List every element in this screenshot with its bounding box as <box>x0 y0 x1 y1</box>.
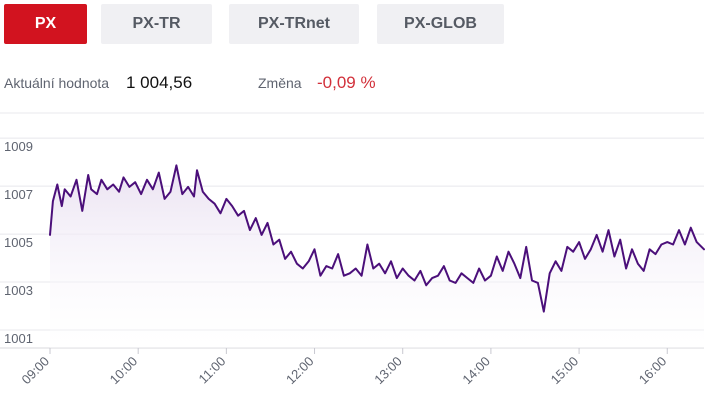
change-value: -0,09 % <box>317 73 376 92</box>
current-value-label: Aktuální hodnota <box>4 75 110 91</box>
current-value: 1 004,56 <box>126 73 193 92</box>
x-tick-label: 11:00 <box>196 354 229 387</box>
x-tick-label: 16:00 <box>636 354 670 388</box>
y-tick-label: 1001 <box>4 331 33 346</box>
index-chart: 1001 1003 1005 1007 1009 09:00 10:00 11:00 12:00… <box>0 112 705 388</box>
tab-px[interactable]: PX <box>4 4 87 44</box>
y-tick-label: 1009 <box>4 139 33 154</box>
x-tick-label: 09:00 <box>19 354 53 388</box>
tab-px-trnet[interactable]: PX-TRnet <box>229 4 359 44</box>
y-tick-label: 1003 <box>4 283 33 298</box>
tab-px-tr[interactable]: PX-TR <box>101 4 212 44</box>
x-tick-label: 13:00 <box>371 354 405 388</box>
y-tick-label: 1005 <box>4 235 33 250</box>
x-tick-label: 15:00 <box>548 354 582 388</box>
change-label: Změna <box>258 75 302 91</box>
y-tick-label: 1007 <box>4 187 33 202</box>
tab-px-glob[interactable]: PX-GLOB <box>377 4 504 44</box>
x-tick-label: 12:00 <box>283 354 317 388</box>
x-tick-label: 14:00 <box>459 354 493 388</box>
x-tick-label: 10:00 <box>107 354 141 388</box>
series-line <box>49 164 705 313</box>
series-area <box>50 165 704 348</box>
